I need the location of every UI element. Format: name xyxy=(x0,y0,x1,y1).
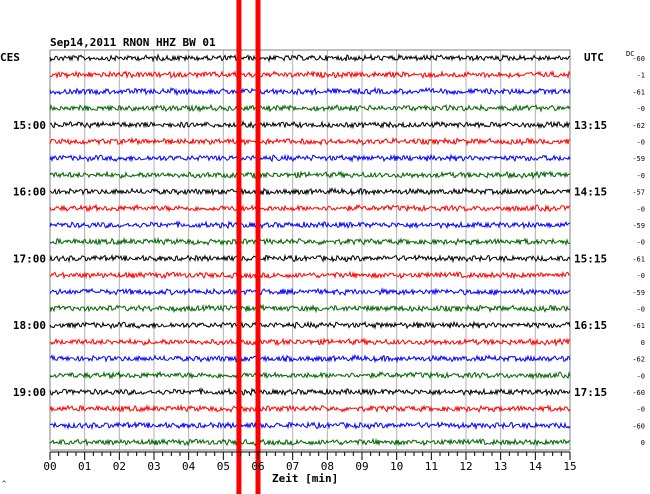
left-axis-label: CES xyxy=(0,51,20,64)
trace-4 xyxy=(49,103,571,113)
x-tick-label: 04 xyxy=(182,460,196,473)
trace-2 xyxy=(49,69,571,80)
dc-value: -59 xyxy=(632,155,645,163)
trace-22 xyxy=(49,403,571,414)
right-hour-labels: 13:15 14:15 15:15 16:15 17:15 xyxy=(574,119,607,399)
right-hour-label: 17:15 xyxy=(574,386,607,399)
corner-mark: ^ xyxy=(2,480,6,488)
dc-value: -61 xyxy=(632,322,645,330)
trace-12 xyxy=(49,236,571,247)
dc-value: -60 xyxy=(632,422,645,430)
x-tick-label: 07 xyxy=(286,460,299,473)
x-tick-label: 10 xyxy=(390,460,403,473)
dc-value: -0 xyxy=(637,272,645,280)
dc-value: -0 xyxy=(637,105,645,113)
dc-values: -60 -1 -61 -0 -62 -0 -59 -0 -57 -0 -59 -0 -61 -0 -59 -0… xyxy=(632,55,645,447)
time-grid xyxy=(49,49,571,451)
x-tick-label: 11 xyxy=(425,460,438,473)
dc-value: -0 xyxy=(637,205,645,213)
dc-value: -61 xyxy=(632,88,645,96)
left-hour-label: 16:00 xyxy=(13,186,46,199)
trace-9 xyxy=(49,187,571,197)
x-tick-label: 14 xyxy=(529,460,543,473)
trace-24 xyxy=(49,437,570,447)
trace-20 xyxy=(49,370,571,381)
dc-value: 0 xyxy=(641,439,645,447)
trace-10 xyxy=(49,203,571,214)
trace-14 xyxy=(49,270,571,280)
x-tick-label: 02 xyxy=(113,460,126,473)
trace-6 xyxy=(49,136,571,147)
trace-17 xyxy=(49,320,571,330)
dc-value: -60 xyxy=(632,55,645,63)
left-hour-label: 19:00 xyxy=(13,386,46,399)
trace-16 xyxy=(49,303,571,314)
trace-21 xyxy=(49,387,571,397)
left-hour-label: 18:00 xyxy=(13,319,46,332)
dc-value: -1 xyxy=(637,72,645,80)
trace-1 xyxy=(49,53,571,63)
trace-15 xyxy=(49,287,571,297)
right-hour-label: 15:15 xyxy=(574,252,607,265)
dc-value: -0 xyxy=(637,372,645,380)
left-hour-labels: 15:00 16:00 17:00 18:00 19:00 xyxy=(13,119,46,399)
trace-group xyxy=(49,53,571,447)
trace-23 xyxy=(49,420,571,431)
x-tick-label: 01 xyxy=(78,460,91,473)
x-tick-label: 13 xyxy=(494,460,507,473)
trace-7 xyxy=(49,153,571,163)
dc-value: -0 xyxy=(637,172,645,180)
dc-value: -0 xyxy=(637,306,645,314)
chart-title: Sep14,2011 RNON HHZ BW 01 xyxy=(50,36,216,49)
dc-value: 0 xyxy=(641,339,645,347)
right-hour-label: 16:15 xyxy=(574,319,607,332)
dc-value: -62 xyxy=(632,356,645,364)
x-axis-label: Zeit [min] xyxy=(272,472,338,485)
event-markers xyxy=(236,0,261,494)
plot-frame xyxy=(49,49,571,451)
event-marker-1 xyxy=(236,0,242,494)
dc-value: -61 xyxy=(632,255,645,263)
x-tick-label: 12 xyxy=(459,460,472,473)
trace-3 xyxy=(49,86,571,97)
dc-header: DC xyxy=(626,50,634,58)
x-axis: 00 01 02 03 04 05 06 07 08 09 10 11 12 13 14 15 xyxy=(43,451,577,473)
x-tick-label: 00 xyxy=(43,460,56,473)
trace-5 xyxy=(49,120,571,130)
trace-18 xyxy=(49,337,571,347)
left-hour-label: 17:00 xyxy=(13,252,46,265)
dc-value: -0 xyxy=(637,239,645,247)
trace-11 xyxy=(49,220,571,230)
right-hour-label: 13:15 xyxy=(574,119,607,132)
trace-19 xyxy=(49,354,571,364)
x-tick-label: 08 xyxy=(321,460,334,473)
dc-value: -60 xyxy=(632,389,645,397)
event-marker-2 xyxy=(255,0,261,494)
x-tick-label: 06 xyxy=(251,460,264,473)
x-tick-label: 15 xyxy=(563,460,576,473)
dc-value: -57 xyxy=(632,189,645,197)
left-hour-label: 15:00 xyxy=(13,119,46,132)
trace-8 xyxy=(49,170,571,180)
trace-13 xyxy=(49,253,571,264)
dc-value: -62 xyxy=(632,122,645,130)
right-axis-label: UTC xyxy=(584,51,604,64)
x-tick-label: 09 xyxy=(355,460,368,473)
x-tick-label: 05 xyxy=(217,460,230,473)
dc-value: -59 xyxy=(632,289,645,297)
dc-value: -0 xyxy=(637,139,645,147)
dc-value: -0 xyxy=(637,406,645,414)
dc-value: -59 xyxy=(632,222,645,230)
x-tick-label: 03 xyxy=(147,460,160,473)
right-hour-label: 14:15 xyxy=(574,186,607,199)
